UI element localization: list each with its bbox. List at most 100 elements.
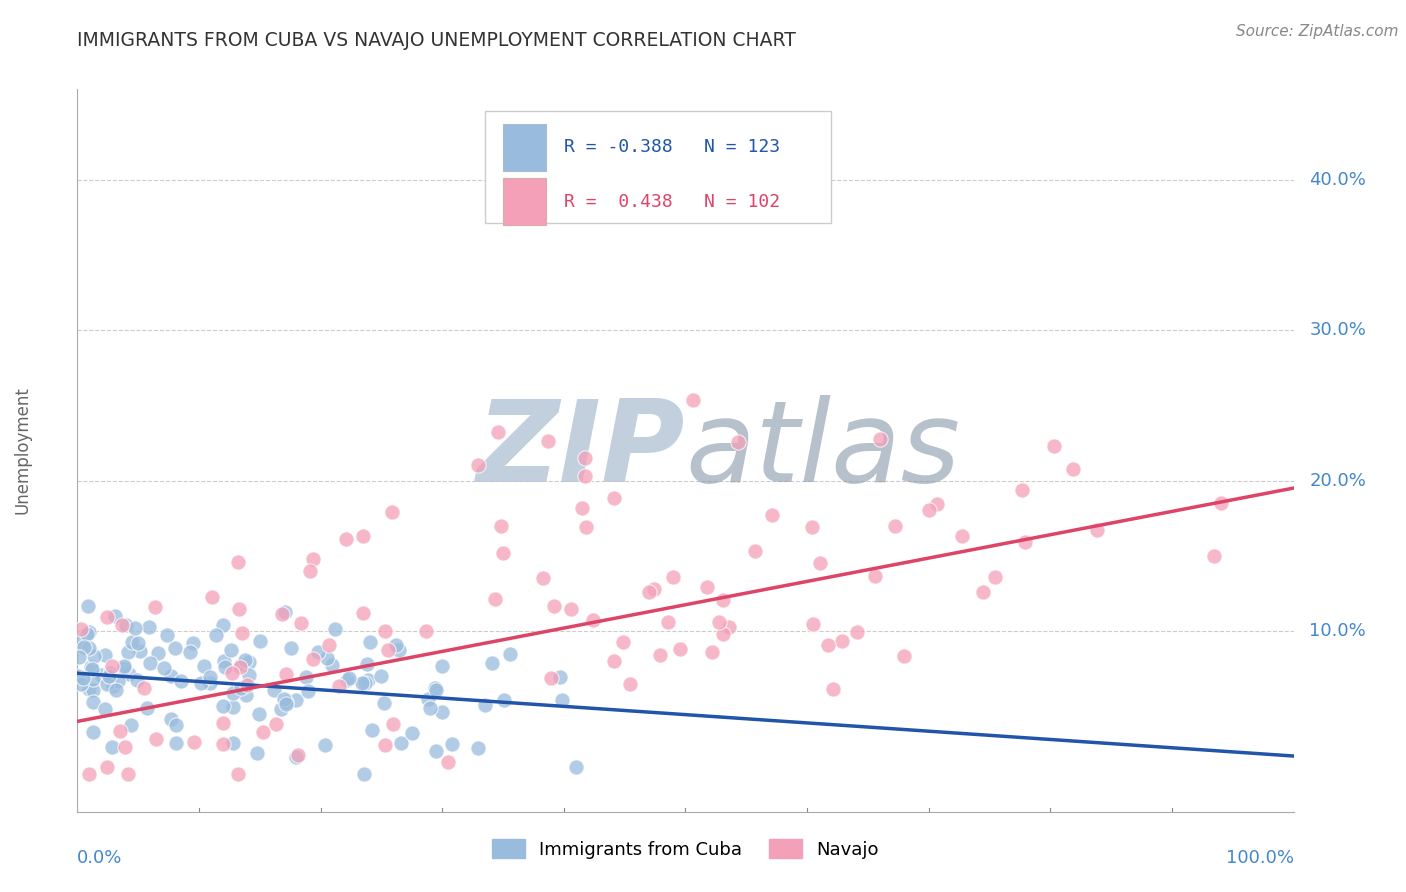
FancyBboxPatch shape <box>503 178 546 225</box>
Point <box>603 654 626 668</box>
Point <box>295 670 318 684</box>
Point <box>637 585 659 599</box>
Point <box>548 670 571 684</box>
Point <box>883 518 905 533</box>
Point <box>238 667 260 681</box>
Text: 40.0%: 40.0% <box>1309 170 1367 188</box>
Point <box>101 659 124 673</box>
Point <box>700 645 723 659</box>
Point <box>1043 439 1066 453</box>
Point <box>441 737 464 751</box>
Point <box>98 668 121 682</box>
Point <box>231 626 253 640</box>
Point <box>893 648 915 663</box>
Point <box>235 688 257 702</box>
Point <box>711 627 734 641</box>
Point <box>69 622 91 636</box>
Point <box>94 648 117 662</box>
Point <box>416 692 439 706</box>
Point <box>138 620 160 634</box>
Point <box>104 608 127 623</box>
Point <box>212 716 235 731</box>
Point <box>285 750 308 764</box>
Text: R = -0.388: R = -0.388 <box>564 138 672 156</box>
Point <box>612 635 634 649</box>
Point <box>285 692 308 706</box>
Point <box>499 647 522 661</box>
Point <box>643 582 665 596</box>
Point <box>950 529 973 543</box>
Point <box>492 546 515 560</box>
Point <box>156 628 179 642</box>
Point <box>165 736 187 750</box>
Point <box>382 717 405 731</box>
Text: atlas: atlas <box>686 395 960 506</box>
Point <box>537 434 560 448</box>
Point <box>105 683 128 698</box>
Text: N = 102: N = 102 <box>703 193 780 211</box>
Point <box>212 654 235 668</box>
Point <box>103 679 125 693</box>
Point <box>299 564 322 578</box>
Point <box>276 695 298 709</box>
Point <box>82 683 104 698</box>
Point <box>229 681 252 696</box>
Point <box>77 641 100 656</box>
Text: 20.0%: 20.0% <box>1309 472 1367 490</box>
Point <box>603 491 626 505</box>
Point <box>353 767 375 781</box>
Point <box>127 636 149 650</box>
Point <box>252 724 274 739</box>
Point <box>235 678 257 692</box>
Point <box>423 681 446 696</box>
Point <box>575 520 598 534</box>
Point <box>560 601 582 615</box>
Point <box>356 657 378 671</box>
Point <box>370 669 392 683</box>
Point <box>467 458 489 473</box>
Point <box>165 718 187 732</box>
Point <box>385 638 408 652</box>
Point <box>565 760 588 774</box>
Point <box>226 767 249 781</box>
Point <box>211 737 233 751</box>
Point <box>761 508 783 522</box>
Point <box>481 657 503 671</box>
Point <box>711 593 734 607</box>
Text: 100.0%: 100.0% <box>1226 849 1294 867</box>
Point <box>350 676 373 690</box>
Point <box>323 622 346 636</box>
Point <box>669 641 692 656</box>
Point <box>145 599 167 614</box>
Point <box>927 497 949 511</box>
Point <box>531 571 554 585</box>
Point <box>229 659 252 673</box>
Point <box>467 741 489 756</box>
Point <box>845 625 868 640</box>
Point <box>574 450 596 465</box>
Point <box>381 505 404 519</box>
Point <box>134 681 156 695</box>
Point <box>373 697 395 711</box>
Point <box>707 615 730 629</box>
Text: IMMIGRANTS FROM CUBA VS NAVAJO UNEMPLOYMENT CORRELATION CHART: IMMIGRANTS FROM CUBA VS NAVAJO UNEMPLOYM… <box>77 31 796 50</box>
Point <box>73 640 96 655</box>
Point <box>76 599 98 614</box>
Point <box>280 640 302 655</box>
Point <box>290 615 312 630</box>
Point <box>153 661 176 675</box>
Point <box>139 656 162 670</box>
FancyBboxPatch shape <box>503 124 546 171</box>
Point <box>101 740 124 755</box>
Point <box>179 645 201 659</box>
Point <box>77 767 100 781</box>
Point <box>321 658 343 673</box>
Point <box>274 697 297 711</box>
Point <box>198 670 221 684</box>
Text: Source: ZipAtlas.com: Source: ZipAtlas.com <box>1236 24 1399 39</box>
Point <box>314 738 336 752</box>
Point <box>233 653 256 667</box>
Point <box>356 673 378 687</box>
Point <box>316 650 339 665</box>
Point <box>491 518 513 533</box>
